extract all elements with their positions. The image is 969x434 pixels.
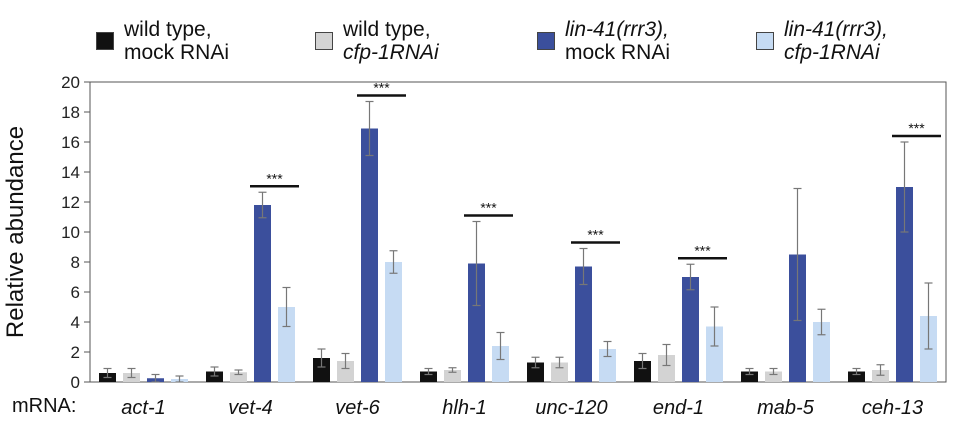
- y-tick-label: 14: [61, 163, 80, 182]
- bar: [254, 205, 271, 382]
- bar: [551, 362, 568, 382]
- legend-swatch: [96, 32, 114, 50]
- bar: [468, 263, 485, 382]
- bar: [848, 371, 865, 382]
- significance-label: ***: [266, 170, 283, 186]
- y-tick-label: 0: [71, 373, 80, 392]
- significance-label: ***: [373, 80, 390, 96]
- x-tick-label: end-1: [653, 397, 704, 419]
- bar: [337, 361, 354, 382]
- y-tick-label: 18: [61, 103, 80, 122]
- bar: [634, 361, 651, 382]
- legend-label: wild type, mock RNAi: [124, 18, 230, 64]
- bar: [706, 326, 723, 382]
- legend-item-lin41-mock: lin-41(rrr3), mock RNAi: [537, 18, 670, 64]
- legend-item-wt-cfp1: wild type, cfp-1RNAi: [315, 18, 439, 64]
- bar: [278, 307, 295, 382]
- x-tick-label: mab-5: [757, 397, 815, 419]
- y-tick-label: 12: [61, 193, 80, 212]
- significance-label: ***: [587, 227, 604, 243]
- bar: [206, 371, 223, 382]
- bar: [492, 346, 509, 382]
- bar: [896, 187, 913, 382]
- legend-item-wt-mock: wild type, mock RNAi: [96, 18, 229, 64]
- x-tick-label: act-1: [121, 397, 165, 419]
- y-tick-label: 2: [71, 343, 80, 362]
- bar: [658, 355, 675, 382]
- y-tick-label: 10: [61, 223, 80, 242]
- legend-swatch: [756, 32, 774, 50]
- legend-swatch: [537, 32, 555, 50]
- legend: wild type, mock RNAi wild type, cfp-1RNA…: [0, 12, 969, 74]
- bar: [682, 277, 699, 382]
- legend-label: lin-41(rrr3), mock RNAi: [565, 18, 671, 64]
- bar: [230, 372, 247, 382]
- legend-swatch: [315, 32, 333, 50]
- bar: [741, 371, 758, 382]
- bar: [872, 370, 889, 382]
- bar: [420, 371, 437, 382]
- bar: [575, 266, 592, 382]
- y-tick-label: 16: [61, 133, 80, 152]
- x-tick-label: hlh-1: [442, 397, 486, 419]
- bar: [765, 371, 782, 382]
- y-tick-label: 6: [71, 283, 80, 302]
- x-tick-label: vet-6: [335, 397, 380, 419]
- significance-label: ***: [908, 120, 925, 136]
- x-tick-label: vet-4: [228, 397, 272, 419]
- significance-label: ***: [480, 200, 497, 216]
- x-axis-prefix: mRNA:: [12, 395, 77, 417]
- legend-label: lin-41(rrr3), cfp-1RNAi: [784, 18, 888, 64]
- bar: [361, 128, 378, 382]
- y-tick-label: 8: [71, 253, 80, 272]
- bar: [313, 358, 330, 382]
- bar: [444, 370, 461, 382]
- y-tick-label: 4: [71, 313, 80, 332]
- legend-item-lin41-cfp1: lin-41(rrr3), cfp-1RNAi: [756, 18, 888, 64]
- significance-label: ***: [694, 242, 711, 258]
- x-tick-label: unc-120: [535, 397, 607, 419]
- legend-label: wild type, cfp-1RNAi: [343, 18, 439, 64]
- bar: [527, 362, 544, 382]
- bar: [599, 349, 616, 382]
- bar: [813, 322, 830, 382]
- y-tick-label: 20: [61, 73, 80, 92]
- x-tick-label: ceh-13: [862, 397, 923, 419]
- bar: [385, 262, 402, 382]
